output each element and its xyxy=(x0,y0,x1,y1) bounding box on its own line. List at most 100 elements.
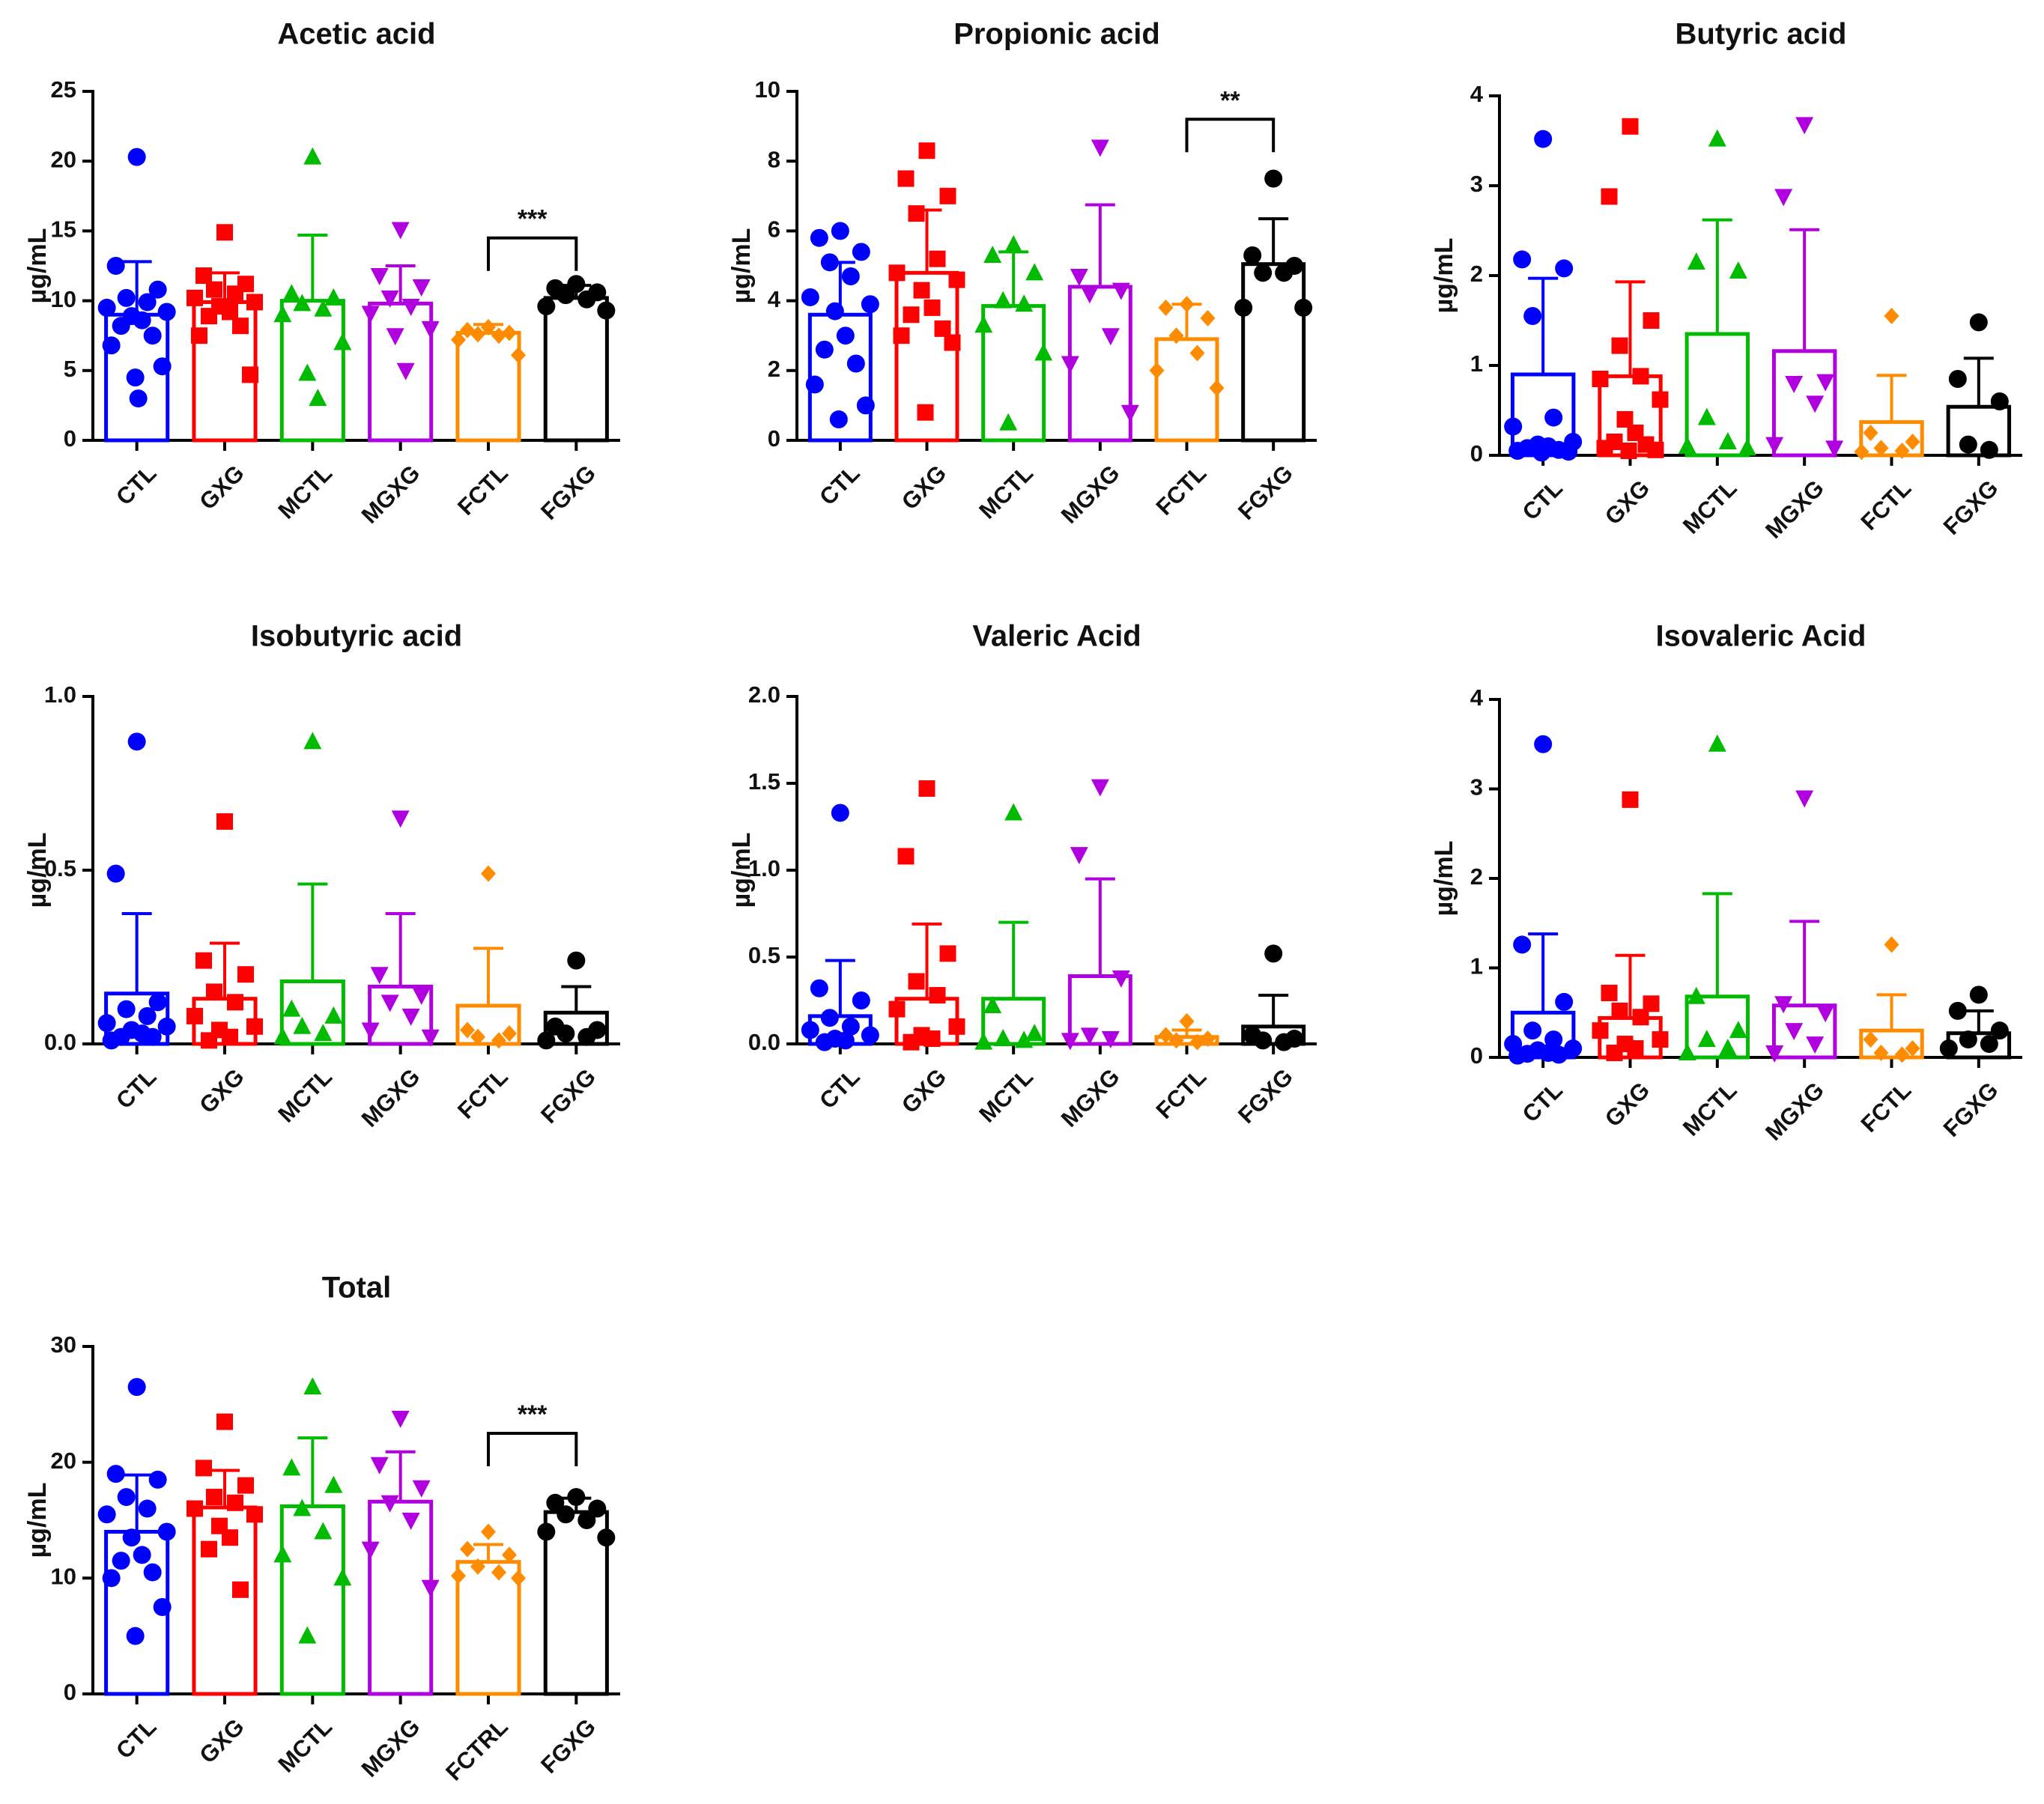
y-tick-label: 10 xyxy=(51,286,76,312)
x-tick-label: FCTL xyxy=(452,1063,513,1124)
point-gxg xyxy=(893,327,910,344)
point-ctl xyxy=(1523,307,1542,325)
point-mgxg xyxy=(361,306,380,324)
point-fgxg xyxy=(1275,264,1294,282)
y-tick-label: 4 xyxy=(1470,81,1484,107)
point-gxg xyxy=(1606,1045,1623,1062)
point-ctl xyxy=(1564,1039,1583,1058)
x-tick-label: FCTL xyxy=(452,460,513,520)
point-mgxg xyxy=(1816,1005,1835,1023)
x-tick-label: MCTL xyxy=(1678,1077,1742,1141)
point-mgxg xyxy=(391,1410,410,1428)
point-ctl xyxy=(117,1488,136,1507)
bar-mgxg xyxy=(368,301,434,443)
x-tick-label: FGXG xyxy=(1938,1077,2004,1142)
point-mctl xyxy=(1025,1024,1044,1042)
point-fctl xyxy=(1863,425,1878,441)
point-ctl xyxy=(801,288,819,306)
point-mctl xyxy=(1034,343,1053,361)
x-tick-label: MGXG xyxy=(1056,460,1125,529)
point-fctl xyxy=(1189,1033,1205,1051)
y-tick-label: 3 xyxy=(1470,171,1483,197)
point-gxg xyxy=(924,299,941,316)
point-ctl xyxy=(112,1552,130,1570)
point-fctl xyxy=(1209,380,1225,397)
significance-bracket xyxy=(487,1432,578,1466)
point-gxg xyxy=(186,289,203,306)
y-tick-label: 1 xyxy=(1470,953,1483,980)
point-mctl xyxy=(324,1006,343,1024)
point-gxg xyxy=(1596,440,1613,457)
point-gxg xyxy=(1643,995,1660,1012)
y-tick-label: 2 xyxy=(768,356,780,382)
point-fctl xyxy=(451,331,466,348)
point-gxg xyxy=(201,308,217,325)
y-axis-label: µg/mL xyxy=(23,833,52,908)
point-mctl xyxy=(293,294,312,312)
y-tick-label: 1.0 xyxy=(44,681,76,708)
y-axis-label: µg/mL xyxy=(727,228,756,304)
y-tick-label: 1.5 xyxy=(748,768,780,795)
point-gxg xyxy=(903,1033,920,1051)
point-mgxg xyxy=(1816,374,1835,392)
point-mctl xyxy=(999,413,1018,431)
point-mctl xyxy=(303,147,322,165)
point-fctl xyxy=(1863,1031,1878,1048)
point-gxg xyxy=(939,187,956,204)
x-tick-label: GXG xyxy=(1600,1077,1655,1132)
point-mctl xyxy=(282,1458,301,1476)
y-axis-label: µg/mL xyxy=(727,833,756,908)
point-gxg xyxy=(888,264,906,282)
point-mctl xyxy=(1015,1030,1034,1048)
point-mgxg xyxy=(1061,356,1079,374)
point-ctl xyxy=(112,317,130,335)
significance-label: *** xyxy=(518,1400,548,1429)
point-mctl xyxy=(994,1029,1013,1047)
point-mgxg xyxy=(370,1457,389,1475)
point-fgxg xyxy=(597,301,616,320)
y-tick-label: 3 xyxy=(1470,774,1483,801)
point-gxg xyxy=(934,320,951,337)
point-gxg xyxy=(195,1460,212,1477)
point-mctl xyxy=(1729,261,1747,279)
point-mgxg xyxy=(1112,282,1130,300)
point-fgxg xyxy=(1990,1021,2009,1040)
point-gxg xyxy=(1601,984,1618,1001)
point-gxg xyxy=(1632,368,1649,385)
x-tick-label: CTL xyxy=(814,1063,864,1114)
point-mctl xyxy=(282,284,301,302)
point-mgxg xyxy=(421,321,440,338)
point-mctl xyxy=(1718,1039,1737,1057)
point-fctl xyxy=(1884,936,1899,953)
point-fgxg xyxy=(1234,298,1253,317)
point-fctl xyxy=(1200,309,1216,327)
point-fgxg xyxy=(1294,298,1313,317)
bar-mgxg xyxy=(368,1499,434,1696)
point-fctl xyxy=(502,324,517,341)
point-mctl xyxy=(1015,294,1034,312)
point-ctl xyxy=(836,327,855,345)
y-tick-label: 0 xyxy=(1470,440,1483,467)
point-ctl xyxy=(153,1598,172,1616)
point-mgxg xyxy=(412,988,431,1006)
point-ctl xyxy=(810,228,828,247)
point-ctl xyxy=(97,298,116,317)
point-gxg xyxy=(216,813,233,830)
point-ctl xyxy=(831,222,849,240)
bar-fctl xyxy=(1154,337,1219,443)
point-ctl xyxy=(1555,992,1574,1011)
bar-fctl xyxy=(1859,420,1924,458)
point-mgxg xyxy=(1080,1027,1099,1045)
point-ctl xyxy=(815,1033,834,1051)
point-mgxg xyxy=(412,1480,431,1498)
point-mgxg xyxy=(1070,847,1088,865)
point-mctl xyxy=(983,246,1002,264)
point-mgxg xyxy=(1785,376,1804,393)
point-ctl xyxy=(97,1505,116,1524)
point-mgxg xyxy=(401,299,420,317)
x-tick-label: CTL xyxy=(1517,1077,1568,1127)
y-tick-label: 0 xyxy=(768,425,780,452)
y-tick-label: 20 xyxy=(51,146,76,172)
point-fctl xyxy=(481,319,496,336)
x-tick-label: MGXG xyxy=(1760,475,1829,544)
